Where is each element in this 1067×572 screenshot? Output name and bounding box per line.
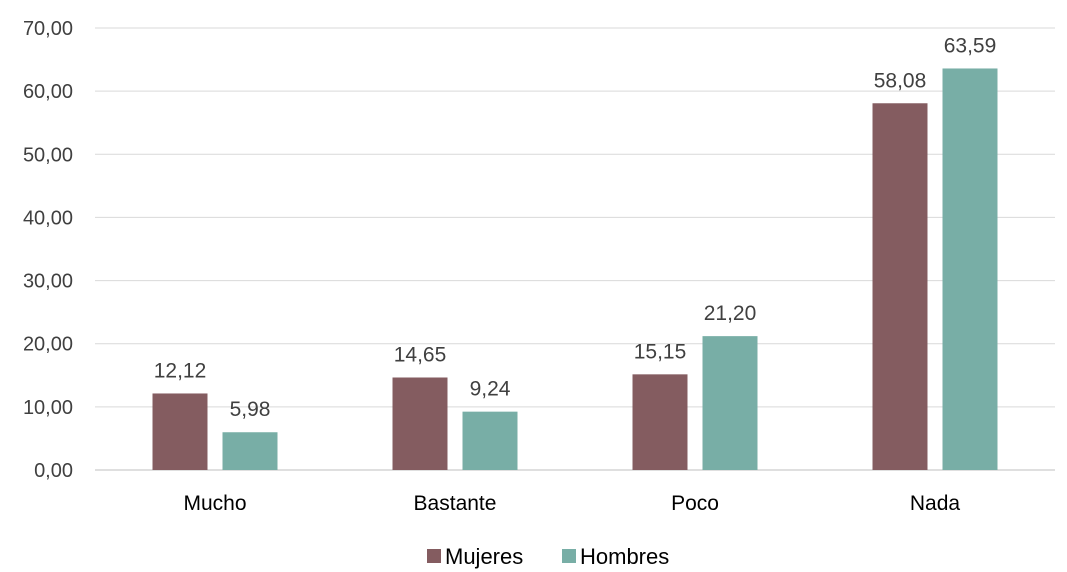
y-tick-label: 20,00 bbox=[23, 334, 73, 356]
bar-hombres-mucho bbox=[222, 432, 278, 470]
data-label: 9,24 bbox=[470, 378, 511, 401]
x-tick-label: Nada bbox=[910, 492, 961, 515]
y-tick-label: 40,00 bbox=[23, 207, 73, 229]
legend-label-mujeres: Mujeres bbox=[445, 544, 523, 569]
y-axis-ticks: 0,00 10,00 20,00 30,00 40,00 50,00 60,00 70,00 bbox=[23, 18, 73, 482]
y-tick-label: 70,00 bbox=[23, 18, 73, 40]
bar-hombres-poco bbox=[702, 336, 758, 470]
legend-swatch-mujeres bbox=[427, 549, 441, 563]
gridlines bbox=[95, 27, 1055, 471]
data-label: 63,59 bbox=[944, 34, 997, 57]
data-label: 58,08 bbox=[874, 69, 927, 92]
bar-mujeres-mucho bbox=[152, 393, 208, 470]
data-label: 5,98 bbox=[230, 398, 271, 421]
bar-mujeres-poco bbox=[632, 374, 688, 470]
data-labels: 12,12 5,98 14,65 9,24 15,15 21,20 58,08 63,59 bbox=[154, 34, 997, 421]
x-tick-label: Mucho bbox=[183, 492, 246, 515]
legend: Mujeres Hombres bbox=[427, 544, 669, 569]
x-tick-label: Bastante bbox=[414, 492, 497, 515]
y-tick-label: 0,00 bbox=[34, 460, 73, 482]
y-tick-label: 30,00 bbox=[23, 271, 73, 293]
bar-hombres-bastante bbox=[462, 411, 518, 470]
x-tick-label: Poco bbox=[671, 492, 719, 515]
data-label: 15,15 bbox=[634, 340, 687, 363]
data-label: 12,12 bbox=[154, 359, 207, 382]
bar-mujeres-bastante bbox=[392, 377, 448, 470]
data-label: 21,20 bbox=[704, 302, 757, 325]
bar-hombres-nada bbox=[942, 68, 998, 470]
x-axis-ticks: Mucho Bastante Poco Nada bbox=[183, 492, 960, 515]
legend-label-hombres: Hombres bbox=[580, 544, 669, 569]
y-tick-label: 60,00 bbox=[23, 81, 73, 103]
bar-mujeres-nada bbox=[872, 103, 928, 470]
data-label: 14,65 bbox=[394, 343, 447, 366]
y-tick-label: 10,00 bbox=[23, 397, 73, 419]
legend-swatch-hombres bbox=[562, 549, 576, 563]
bars bbox=[152, 68, 998, 470]
y-tick-label: 50,00 bbox=[23, 144, 73, 166]
